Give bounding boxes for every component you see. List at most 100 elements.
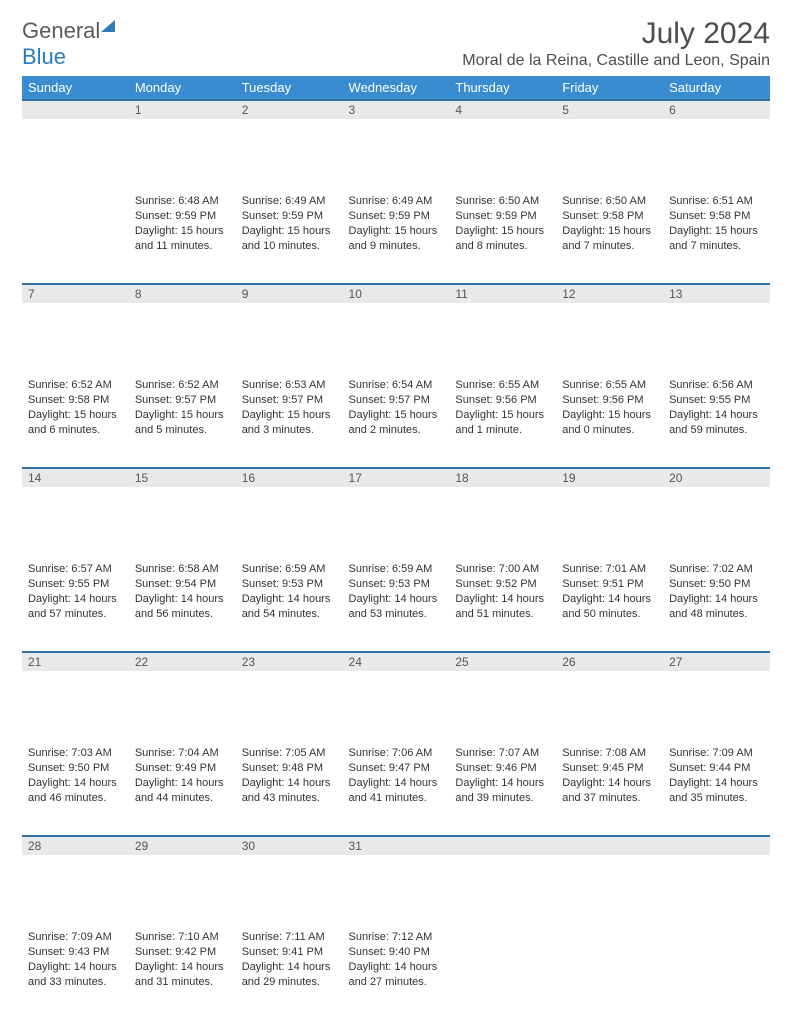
day-header: Monday xyxy=(129,76,236,99)
calendar-cell: Sunrise: 6:51 AMSunset: 9:58 PMDaylight:… xyxy=(663,191,770,283)
sunrise-line: Sunrise: 6:52 AM xyxy=(28,378,123,393)
day-details: Sunrise: 6:56 AMSunset: 9:55 PMDaylight:… xyxy=(663,375,770,443)
day-details: Sunrise: 6:55 AMSunset: 9:56 PMDaylight:… xyxy=(449,375,556,443)
day-number xyxy=(449,835,556,855)
day-header: Thursday xyxy=(449,76,556,99)
sunset-line: Sunset: 9:43 PM xyxy=(28,945,123,960)
calendar-cell: Sunrise: 7:09 AMSunset: 9:44 PMDaylight:… xyxy=(663,743,770,835)
day-details: Sunrise: 7:07 AMSunset: 9:46 PMDaylight:… xyxy=(449,743,556,811)
sunrise-line: Sunrise: 7:04 AM xyxy=(135,746,230,761)
calendar-body: 123456Sunrise: 6:48 AMSunset: 9:59 PMDay… xyxy=(22,99,770,1019)
calendar-cell: Sunrise: 7:00 AMSunset: 9:52 PMDaylight:… xyxy=(449,559,556,651)
calendar-cell: Sunrise: 7:09 AMSunset: 9:43 PMDaylight:… xyxy=(22,927,129,1019)
sunrise-line: Sunrise: 7:09 AM xyxy=(28,930,123,945)
sunset-line: Sunset: 9:54 PM xyxy=(135,577,230,592)
calendar-cell: Sunrise: 7:12 AMSunset: 9:40 PMDaylight:… xyxy=(343,927,450,1019)
daylight-line: Daylight: 15 hours and 3 minutes. xyxy=(242,408,337,438)
day-number: 1 xyxy=(129,99,236,119)
day-details: Sunrise: 7:11 AMSunset: 9:41 PMDaylight:… xyxy=(236,927,343,995)
brand-part2: Blue xyxy=(22,44,66,69)
day-number: 4 xyxy=(449,99,556,119)
location-subtitle: Moral de la Reina, Castille and Leon, Sp… xyxy=(462,52,770,70)
sunset-line: Sunset: 9:45 PM xyxy=(562,761,657,776)
calendar-table: SundayMondayTuesdayWednesdayThursdayFrid… xyxy=(22,76,770,1019)
sunset-line: Sunset: 9:41 PM xyxy=(242,945,337,960)
day-number: 7 xyxy=(22,283,129,303)
day-details: Sunrise: 6:48 AMSunset: 9:59 PMDaylight:… xyxy=(129,191,236,259)
sunrise-line: Sunrise: 6:58 AM xyxy=(135,562,230,577)
day-number: 28 xyxy=(22,835,129,855)
day-details: Sunrise: 7:02 AMSunset: 9:50 PMDaylight:… xyxy=(663,559,770,627)
sunset-line: Sunset: 9:42 PM xyxy=(135,945,230,960)
day-details: Sunrise: 7:05 AMSunset: 9:48 PMDaylight:… xyxy=(236,743,343,811)
sunset-line: Sunset: 9:53 PM xyxy=(349,577,444,592)
sunrise-line: Sunrise: 6:59 AM xyxy=(349,562,444,577)
sunrise-line: Sunrise: 6:57 AM xyxy=(28,562,123,577)
day-details: Sunrise: 7:08 AMSunset: 9:45 PMDaylight:… xyxy=(556,743,663,811)
calendar-cell: Sunrise: 7:06 AMSunset: 9:47 PMDaylight:… xyxy=(343,743,450,835)
day-number xyxy=(663,835,770,855)
day-header: Friday xyxy=(556,76,663,99)
day-number: 25 xyxy=(449,651,556,671)
sunrise-line: Sunrise: 6:55 AM xyxy=(562,378,657,393)
day-number: 24 xyxy=(343,651,450,671)
daylight-line: Daylight: 14 hours and 54 minutes. xyxy=(242,592,337,622)
day-number: 14 xyxy=(22,467,129,487)
sunset-line: Sunset: 9:57 PM xyxy=(135,393,230,408)
sunset-line: Sunset: 9:56 PM xyxy=(562,393,657,408)
daylight-line: Daylight: 15 hours and 8 minutes. xyxy=(455,224,550,254)
calendar-cell: Sunrise: 7:10 AMSunset: 9:42 PMDaylight:… xyxy=(129,927,236,1019)
sunrise-line: Sunrise: 6:54 AM xyxy=(349,378,444,393)
day-number: 17 xyxy=(343,467,450,487)
daylight-line: Daylight: 14 hours and 43 minutes. xyxy=(242,776,337,806)
day-details: Sunrise: 6:49 AMSunset: 9:59 PMDaylight:… xyxy=(343,191,450,259)
daylight-line: Daylight: 15 hours and 7 minutes. xyxy=(562,224,657,254)
sunrise-line: Sunrise: 7:11 AM xyxy=(242,930,337,945)
month-title: July 2024 xyxy=(462,18,770,50)
sunrise-line: Sunrise: 6:51 AM xyxy=(669,194,764,209)
calendar-cell: Sunrise: 7:01 AMSunset: 9:51 PMDaylight:… xyxy=(556,559,663,651)
sunset-line: Sunset: 9:40 PM xyxy=(349,945,444,960)
sunrise-line: Sunrise: 7:10 AM xyxy=(135,930,230,945)
day-number xyxy=(22,99,129,119)
daylight-line: Daylight: 15 hours and 6 minutes. xyxy=(28,408,123,438)
day-details: Sunrise: 7:09 AMSunset: 9:44 PMDaylight:… xyxy=(663,743,770,811)
sunrise-line: Sunrise: 7:07 AM xyxy=(455,746,550,761)
sunset-line: Sunset: 9:59 PM xyxy=(455,209,550,224)
daylight-line: Daylight: 15 hours and 0 minutes. xyxy=(562,408,657,438)
day-details: Sunrise: 6:50 AMSunset: 9:58 PMDaylight:… xyxy=(556,191,663,259)
sunrise-line: Sunrise: 7:00 AM xyxy=(455,562,550,577)
sunrise-line: Sunrise: 6:48 AM xyxy=(135,194,230,209)
sunset-line: Sunset: 9:51 PM xyxy=(562,577,657,592)
calendar-page: General Blue July 2024 Moral de la Reina… xyxy=(0,0,792,1029)
sunset-line: Sunset: 9:47 PM xyxy=(349,761,444,776)
sunrise-line: Sunrise: 6:53 AM xyxy=(242,378,337,393)
calendar-cell xyxy=(556,927,663,1019)
day-details: Sunrise: 6:52 AMSunset: 9:57 PMDaylight:… xyxy=(129,375,236,443)
sunrise-line: Sunrise: 6:55 AM xyxy=(455,378,550,393)
day-number: 21 xyxy=(22,651,129,671)
sunrise-line: Sunrise: 6:59 AM xyxy=(242,562,337,577)
day-details: Sunrise: 7:03 AMSunset: 9:50 PMDaylight:… xyxy=(22,743,129,811)
calendar-cell: Sunrise: 6:50 AMSunset: 9:58 PMDaylight:… xyxy=(556,191,663,283)
calendar-cell: Sunrise: 6:54 AMSunset: 9:57 PMDaylight:… xyxy=(343,375,450,467)
day-header: Saturday xyxy=(663,76,770,99)
daylight-line: Daylight: 14 hours and 57 minutes. xyxy=(28,592,123,622)
sunset-line: Sunset: 9:57 PM xyxy=(349,393,444,408)
day-number: 11 xyxy=(449,283,556,303)
sunset-line: Sunset: 9:59 PM xyxy=(242,209,337,224)
sunrise-line: Sunrise: 6:56 AM xyxy=(669,378,764,393)
day-number: 10 xyxy=(343,283,450,303)
calendar-cell: Sunrise: 6:52 AMSunset: 9:58 PMDaylight:… xyxy=(22,375,129,467)
day-details: Sunrise: 6:54 AMSunset: 9:57 PMDaylight:… xyxy=(343,375,450,443)
day-number: 23 xyxy=(236,651,343,671)
daylight-line: Daylight: 14 hours and 41 minutes. xyxy=(349,776,444,806)
day-details: Sunrise: 6:55 AMSunset: 9:56 PMDaylight:… xyxy=(556,375,663,443)
day-number: 29 xyxy=(129,835,236,855)
calendar-cell: Sunrise: 6:59 AMSunset: 9:53 PMDaylight:… xyxy=(343,559,450,651)
day-details: Sunrise: 6:49 AMSunset: 9:59 PMDaylight:… xyxy=(236,191,343,259)
sunrise-line: Sunrise: 6:49 AM xyxy=(349,194,444,209)
sunset-line: Sunset: 9:49 PM xyxy=(135,761,230,776)
calendar-cell: Sunrise: 6:55 AMSunset: 9:56 PMDaylight:… xyxy=(449,375,556,467)
sunrise-line: Sunrise: 7:08 AM xyxy=(562,746,657,761)
